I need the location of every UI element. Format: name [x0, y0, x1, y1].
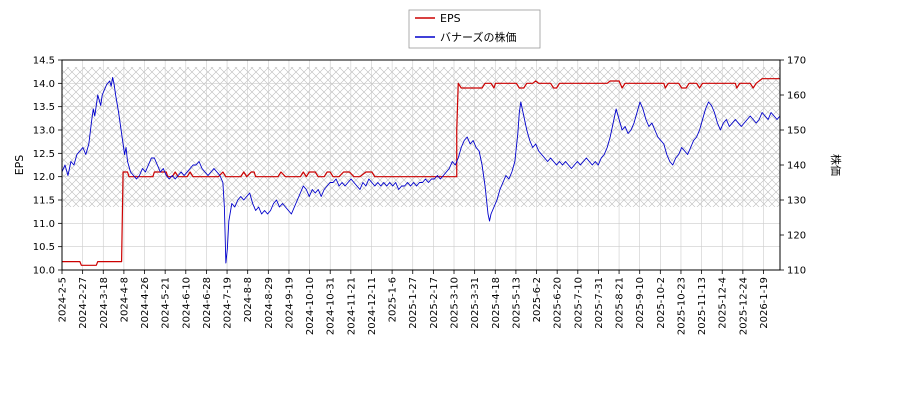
y-left-tick-label: 10.5	[33, 242, 55, 253]
series-lines	[62, 77, 780, 266]
x-axis: 2024-2-5 2024-2-27 2024-3-18 2024-4-8 2024-4…	[58, 270, 770, 335]
x-tick-label: 2024-5-21	[161, 277, 172, 329]
eps-line	[62, 78, 780, 266]
x-tick-label: 2025-7-10	[573, 277, 584, 329]
hatch-band	[62, 67, 780, 207]
y-right-tick-label: 120	[787, 231, 806, 242]
x-tick-label: 2024-9-19	[284, 277, 295, 329]
y-axis-left: 10.0 10.5 11.0 11.5 12.0 12.5 13.0 13.5 14.0 14.5	[33, 56, 62, 277]
y-axis-right: 110 120 130 140 150 160 170	[780, 56, 806, 277]
y-axis-left-label: EPS	[13, 155, 26, 176]
y-left-tick-label: 13.0	[33, 126, 55, 137]
x-tick-label: 2024-6-28	[202, 277, 213, 329]
y-left-tick-label: 14.5	[33, 56, 55, 67]
x-tick-label: 2025-3-10	[450, 277, 461, 329]
x-tick-label: 2025-12-4	[718, 277, 729, 329]
y-right-tick-label: 170	[787, 56, 806, 67]
y-right-tick-label: 140	[787, 161, 806, 172]
x-tick-label: 2024-8-8	[243, 277, 254, 322]
y-left-tick-label: 13.5	[33, 102, 55, 113]
x-tick-label: 2025-7-31	[594, 277, 605, 329]
x-tick-label: 2025-12-24	[738, 277, 749, 335]
x-tick-label: 2025-5-13	[511, 277, 522, 329]
x-tick-label: 2024-10-31	[326, 277, 337, 335]
x-tick-label: 2024-2-27	[78, 277, 89, 329]
x-tick-label: 2025-9-10	[635, 277, 646, 329]
x-tick-label: 2025-8-21	[615, 277, 626, 329]
y-right-tick-label: 150	[787, 126, 806, 137]
x-tick-label: 2024-2-5	[58, 277, 69, 322]
x-tick-label: 2024-3-18	[99, 277, 110, 329]
x-tick-label: 2024-6-10	[181, 277, 192, 329]
x-tick-label: 2025-1-6	[388, 277, 399, 322]
x-tick-label: 2024-10-10	[305, 277, 316, 335]
x-tick-label: 2024-11-21	[346, 277, 357, 335]
y-left-tick-label: 11.0	[33, 219, 55, 230]
y-axis-right-label: 株価	[829, 154, 843, 176]
x-tick-label: 2025-10-23	[676, 277, 687, 335]
x-tick-label: 2025-6-2	[532, 277, 543, 322]
x-tick-label: 2024-12-11	[367, 277, 378, 335]
x-tick-label: 2025-1-27	[408, 277, 419, 329]
x-tick-label: 2025-3-31	[470, 277, 481, 329]
y-left-tick-label: 12.5	[33, 149, 55, 160]
y-right-tick-label: 160	[787, 91, 806, 102]
y-right-tick-label: 130	[787, 196, 806, 207]
x-tick-label: 2026-1-19	[759, 277, 770, 329]
x-tick-label: 2025-10-2	[656, 277, 667, 329]
legend-box	[408, 9, 541, 49]
x-tick-label: 2025-6-20	[553, 277, 564, 329]
y-right-tick-label: 110	[787, 266, 806, 277]
legend: EPS バナーズの株価	[408, 9, 541, 49]
x-tick-label: 2025-4-18	[491, 277, 502, 329]
x-tick-label: 2025-2-17	[429, 277, 440, 329]
x-tick-label: 2024-4-8	[119, 277, 130, 322]
y-left-tick-label: 10.0	[33, 266, 55, 277]
y-left-tick-label: 11.5	[33, 196, 55, 207]
x-tick-label: 2024-7-19	[223, 277, 234, 329]
x-tick-label: 2024-8-29	[264, 277, 275, 329]
legend-label-eps: EPS	[440, 12, 461, 25]
x-tick-label: 2025-11-13	[697, 277, 708, 335]
y-left-tick-label: 14.0	[33, 79, 55, 90]
price-line	[62, 77, 780, 264]
legend-label-price: バナーズの株価	[440, 30, 516, 44]
y-left-tick-label: 12.0	[33, 172, 55, 183]
x-tick-label: 2024-4-26	[140, 277, 151, 329]
